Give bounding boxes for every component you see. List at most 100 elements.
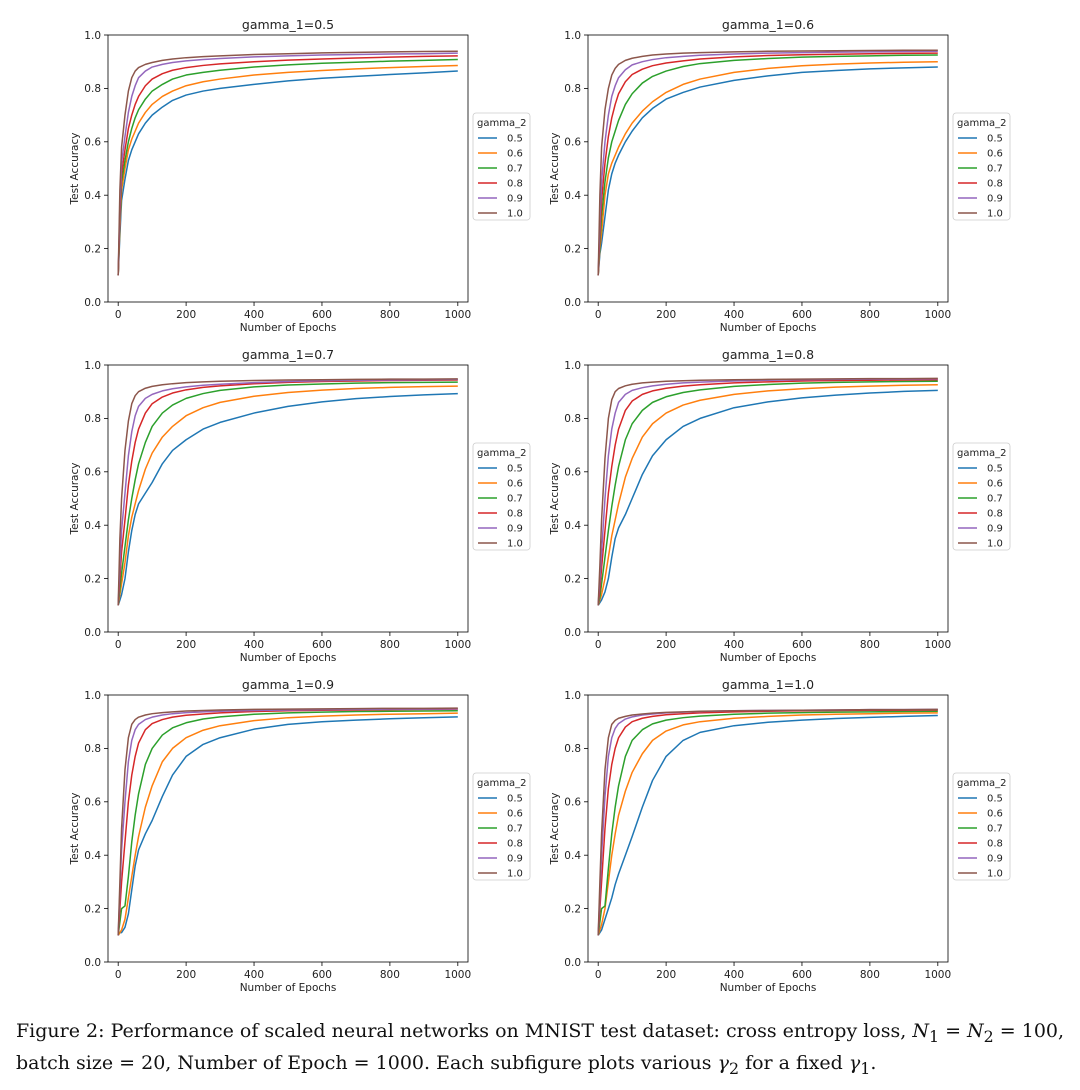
subplot-6: gamma_1=1.0 0 200 400 600 800 1000 0.0 0.2 0.4 0.6… bbox=[549, 677, 1011, 994]
x-axis-label: Number of Epochs bbox=[720, 982, 817, 994]
series-line-0.9 bbox=[117, 52, 458, 276]
legend-frame bbox=[472, 772, 531, 881]
y-tick-label: 0.4 bbox=[84, 520, 101, 532]
legend-entry-label: 0.6 bbox=[507, 149, 523, 160]
legend-entry-label: 0.9 bbox=[987, 854, 1003, 865]
series-line-0.6 bbox=[117, 64, 458, 276]
series-line-0.6 bbox=[117, 385, 458, 606]
x-tick-label: 0 bbox=[115, 639, 122, 651]
x-axis-label: Number of Epochs bbox=[240, 652, 337, 664]
legend: gamma_2 0.5 0.6 0.7 0.8 0.9 1.0 bbox=[952, 442, 1011, 551]
legend-entry-label: 1.0 bbox=[987, 209, 1003, 220]
legend-entry-label: 0.5 bbox=[507, 794, 523, 805]
series-line-0.8 bbox=[597, 52, 938, 276]
series-line-0.5 bbox=[597, 714, 938, 936]
caption-gamma1-sub: 1 bbox=[860, 1058, 871, 1078]
x-tick-label: 800 bbox=[380, 309, 400, 321]
legend-entry-label: 0.7 bbox=[987, 164, 1003, 175]
legend-entry-label: 0.8 bbox=[507, 179, 523, 190]
x-tick-label: 600 bbox=[312, 639, 332, 651]
subplot-5: gamma_1=0.9 0 200 400 600 800 1000 0.0 0.2 0.4 0.6… bbox=[69, 677, 531, 994]
x-tick-label: 400 bbox=[244, 639, 264, 651]
series-line-0.6 bbox=[597, 712, 938, 936]
legend-entry-label: 0.8 bbox=[507, 509, 523, 520]
legend: gamma_2 0.5 0.6 0.7 0.8 0.9 1.0 bbox=[472, 772, 531, 881]
legend-entry-label: 0.5 bbox=[987, 794, 1003, 805]
x-tick-label: 800 bbox=[860, 969, 880, 981]
legend: gamma_2 0.5 0.6 0.7 0.8 0.9 1.0 bbox=[952, 772, 1011, 881]
series-line-0.7 bbox=[117, 710, 458, 936]
legend-entry-label: 0.9 bbox=[987, 524, 1003, 535]
legend-entry-label: 0.6 bbox=[987, 149, 1003, 160]
subplot-title: gamma_1=0.6 bbox=[722, 17, 814, 32]
x-tick-label: 600 bbox=[792, 639, 812, 651]
subplot-3: gamma_1=0.7 0 200 400 600 800 1000 0.0 0.2 0.4 0.6… bbox=[69, 347, 531, 664]
legend-entry-label: 0.7 bbox=[507, 164, 523, 175]
caption-n1-sub: 1 bbox=[928, 1026, 940, 1046]
legend-title: gamma_2 bbox=[957, 448, 1006, 459]
legend-title: gamma_2 bbox=[477, 778, 526, 789]
x-tick-label: 0 bbox=[115, 969, 122, 981]
legend-title: gamma_2 bbox=[477, 118, 526, 129]
legend-entry-label: 0.7 bbox=[507, 824, 523, 835]
y-tick-label: 0.2 bbox=[84, 903, 101, 915]
plot-frame bbox=[107, 34, 469, 303]
y-axis-label: Test Accuracy bbox=[549, 133, 561, 206]
legend-title: gamma_2 bbox=[957, 118, 1006, 129]
x-tick-label: 400 bbox=[724, 969, 744, 981]
x-tick-label: 600 bbox=[792, 969, 812, 981]
series-line-0.5 bbox=[117, 716, 458, 936]
x-axis-label: Number of Epochs bbox=[720, 322, 817, 334]
x-tick-label: 0 bbox=[595, 309, 602, 321]
x-tick-label: 0 bbox=[595, 639, 602, 651]
x-tick-label: 400 bbox=[244, 969, 264, 981]
x-axis-label: Number of Epochs bbox=[240, 982, 337, 994]
x-tick-label: 200 bbox=[176, 969, 196, 981]
series-line-1.0 bbox=[597, 49, 938, 276]
legend-entry-label: 0.5 bbox=[507, 134, 523, 145]
y-tick-label: 0.6 bbox=[84, 797, 101, 809]
legend-entry-label: 0.8 bbox=[507, 839, 523, 850]
legend-entry-label: 0.9 bbox=[507, 194, 523, 205]
legend-frame bbox=[472, 112, 531, 221]
legend-entry-label: 0.5 bbox=[987, 464, 1003, 475]
subplot-title: gamma_1=0.7 bbox=[242, 347, 334, 362]
legend-entry-label: 0.8 bbox=[987, 509, 1003, 520]
legend-entry-label: 1.0 bbox=[987, 869, 1003, 880]
caption-text-3: for a fixed bbox=[745, 1051, 843, 1074]
caption-eq: = bbox=[945, 1020, 961, 1042]
series-line-0.7 bbox=[597, 710, 938, 936]
y-tick-label: 1.0 bbox=[84, 690, 101, 702]
plot-frame bbox=[587, 34, 949, 303]
x-tick-label: 1000 bbox=[444, 309, 471, 321]
plot-frame bbox=[587, 364, 949, 633]
caption-n2: N bbox=[967, 1020, 984, 1042]
y-tick-label: 0.2 bbox=[564, 573, 581, 585]
x-tick-label: 400 bbox=[724, 639, 744, 651]
series-line-0.9 bbox=[597, 708, 938, 936]
figure-svg: gamma_1=0.5 0 200 400 600 800 1000 0.0 0.2 0.4 0.6… bbox=[69, 17, 1011, 994]
x-tick-label: 400 bbox=[244, 309, 264, 321]
y-tick-label: 0.4 bbox=[84, 190, 101, 202]
y-tick-label: 0.0 bbox=[564, 297, 581, 309]
legend: gamma_2 0.5 0.6 0.7 0.8 0.9 1.0 bbox=[472, 112, 531, 221]
x-tick-label: 800 bbox=[860, 309, 880, 321]
x-tick-label: 200 bbox=[656, 969, 676, 981]
series-line-0.6 bbox=[597, 60, 938, 276]
legend-entry-label: 0.7 bbox=[987, 494, 1003, 505]
y-tick-label: 0.4 bbox=[84, 850, 101, 862]
y-tick-label: 1.0 bbox=[84, 360, 101, 372]
legend-entry-label: 0.6 bbox=[507, 809, 523, 820]
caption-eq-val: = 100, bbox=[999, 1020, 1065, 1042]
series-line-0.7 bbox=[117, 58, 458, 276]
y-tick-label: 0.8 bbox=[84, 83, 101, 95]
y-tick-label: 1.0 bbox=[84, 30, 101, 42]
legend-entry-label: 0.6 bbox=[987, 809, 1003, 820]
x-tick-label: 200 bbox=[176, 309, 196, 321]
x-axis-label: Number of Epochs bbox=[240, 322, 337, 334]
y-axis-label: Test Accuracy bbox=[549, 793, 561, 866]
y-tick-label: 0.0 bbox=[84, 627, 101, 639]
series-line-0.8 bbox=[117, 379, 458, 606]
figure: gamma_1=0.5 0 200 400 600 800 1000 0.0 0.2 0.4 0.6… bbox=[69, 17, 1011, 994]
legend: gamma_2 0.5 0.6 0.7 0.8 0.9 1.0 bbox=[472, 442, 531, 551]
